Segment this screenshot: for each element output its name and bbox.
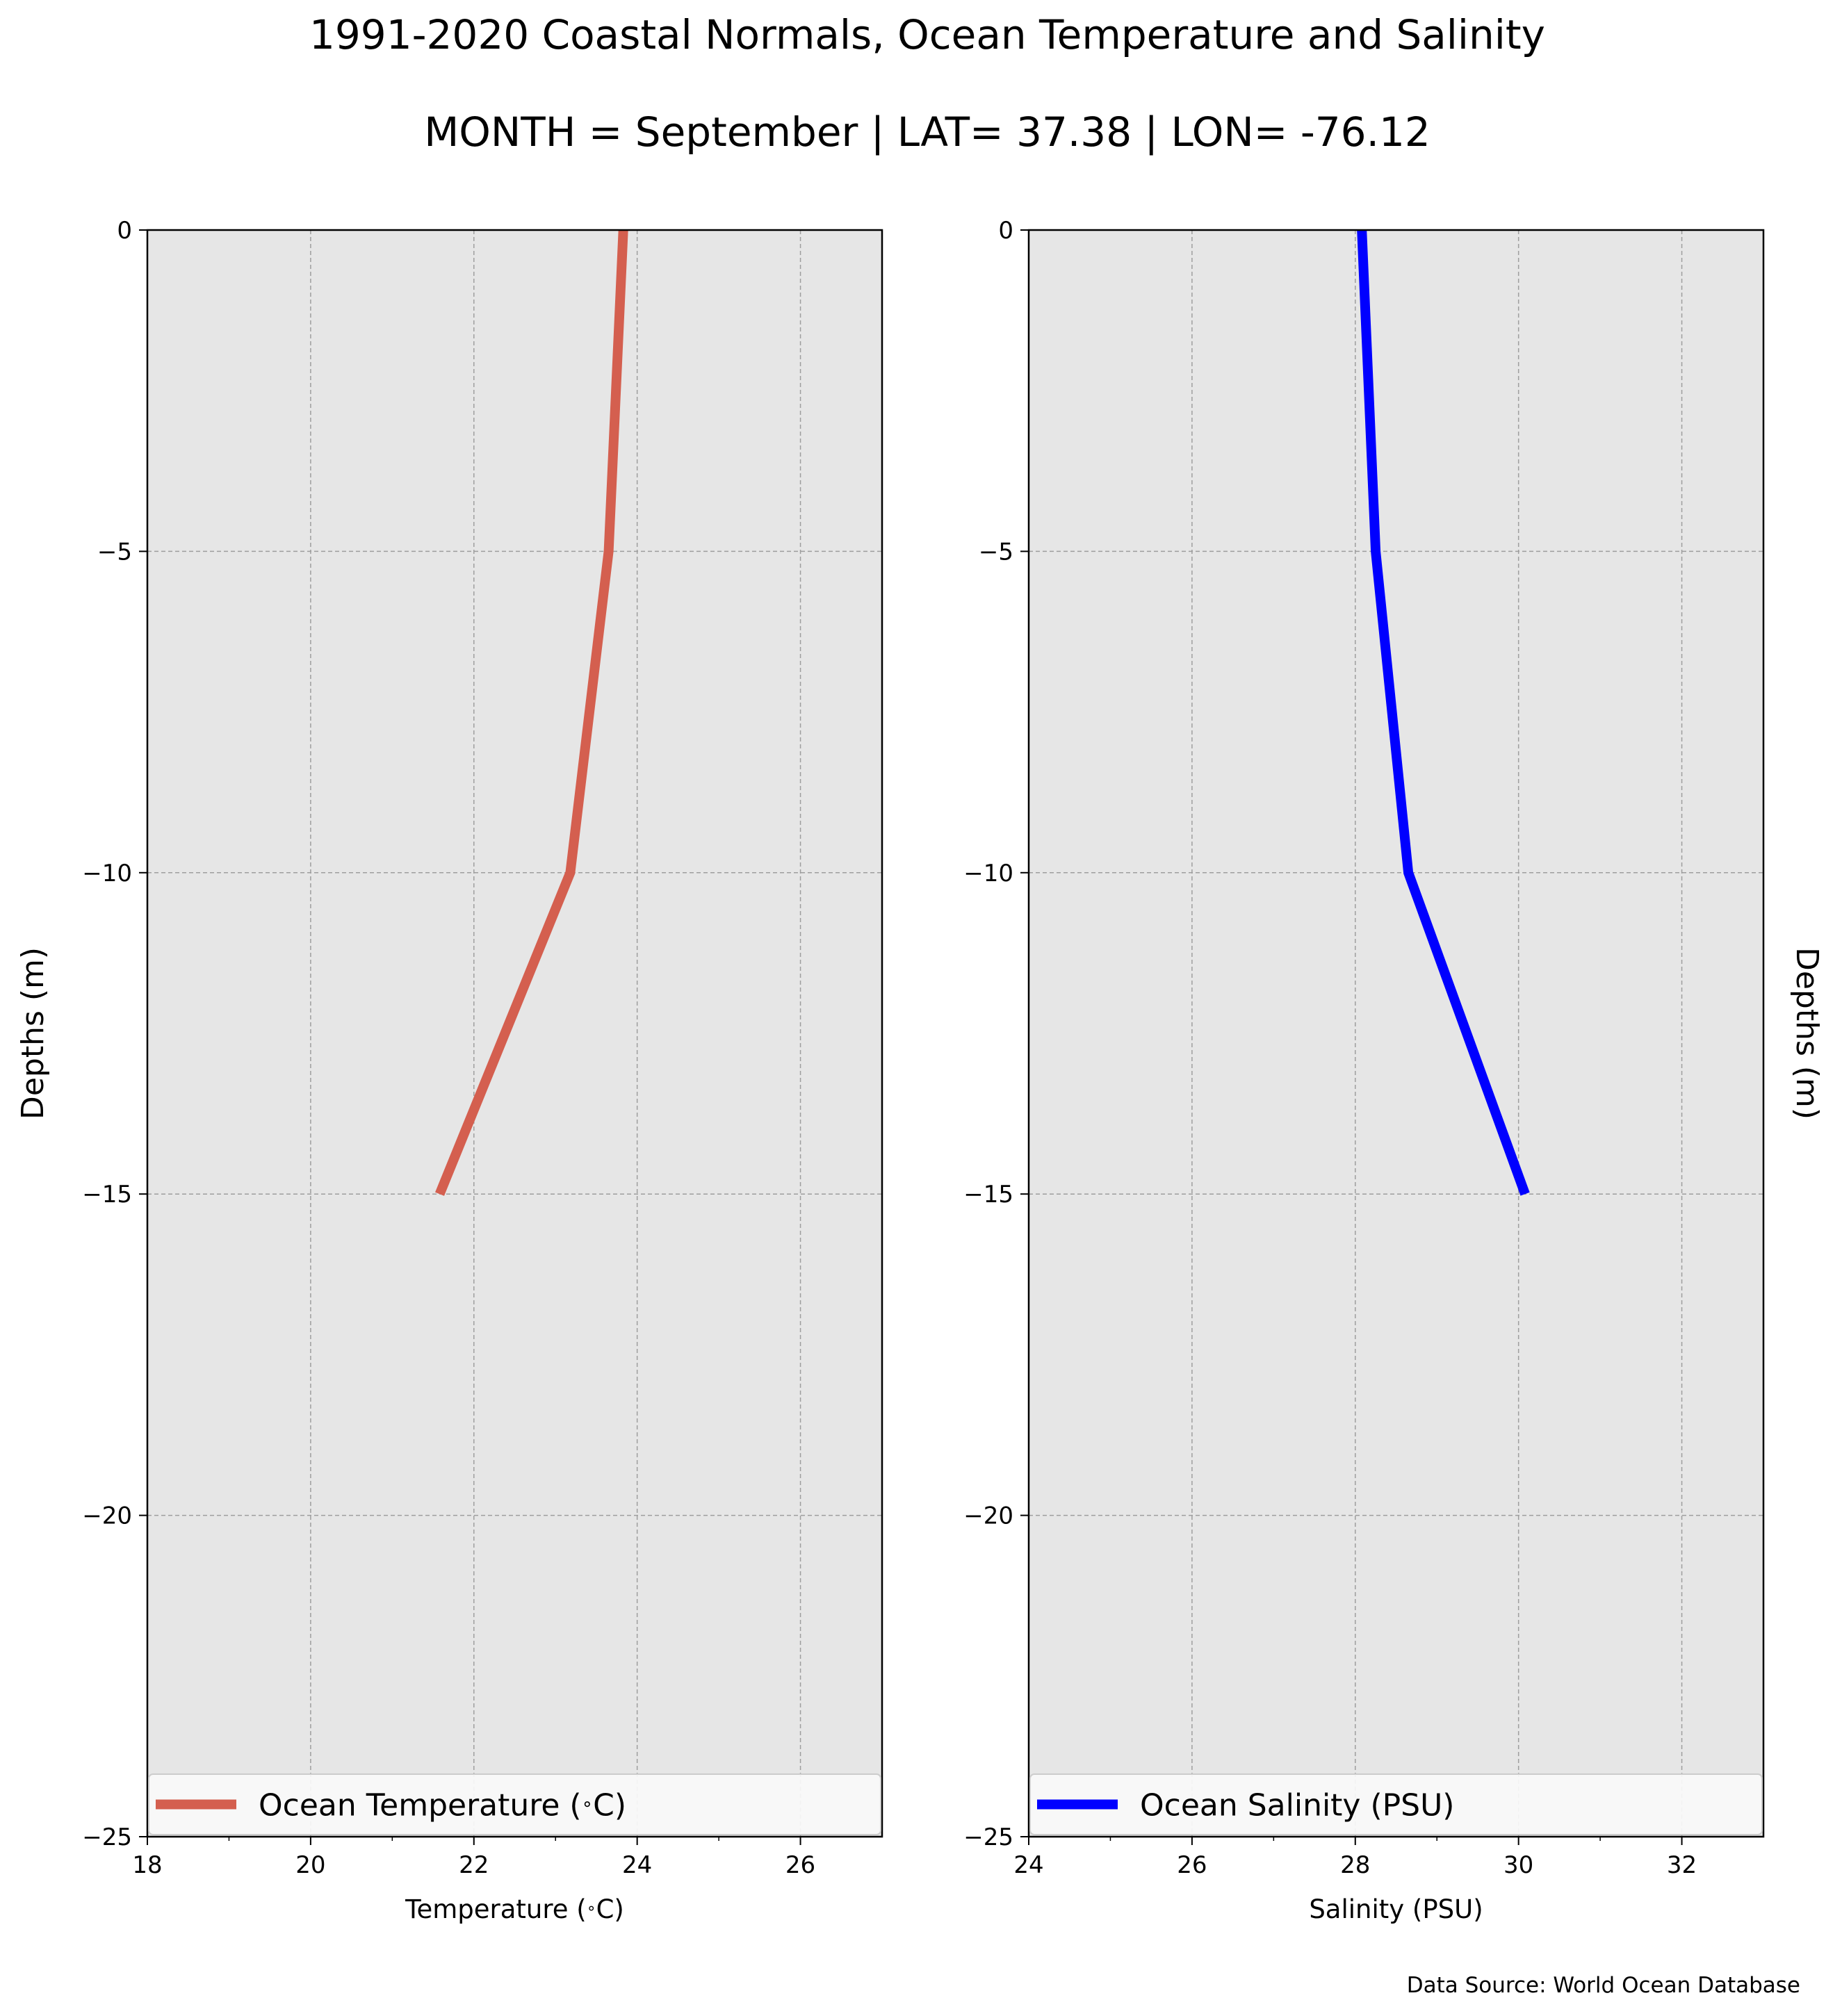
y-tick-label: −5 bbox=[979, 538, 1013, 566]
y-tick-label: −15 bbox=[82, 1181, 132, 1208]
figure-title: 1991-2020 Coastal Normals, Ocean Tempera… bbox=[309, 11, 1545, 58]
plot-area bbox=[1029, 230, 1763, 1837]
x-tick-label: 26 bbox=[785, 1851, 815, 1879]
legend-box bbox=[1029, 1773, 1763, 1835]
legend-box bbox=[148, 1773, 881, 1835]
y-tick-label: −20 bbox=[963, 1502, 1013, 1530]
y-tick-label: 0 bbox=[117, 217, 132, 245]
plot-area bbox=[147, 230, 882, 1837]
y-tick-label: −5 bbox=[97, 538, 132, 566]
y-tick-label: −10 bbox=[82, 860, 132, 887]
legend-label: Ocean Salinity (PSU) bbox=[1140, 1788, 1454, 1824]
x-tick-label: 18 bbox=[132, 1851, 162, 1879]
axes-frame bbox=[1027, 229, 1765, 1838]
salinity-panel: 24 26 28 30 32 0 −5 −10 −15 −20 −25 Salinity (PSU) D… bbox=[963, 217, 1825, 1924]
x-tick-label: 26 bbox=[1177, 1851, 1207, 1879]
y-tick-label: −20 bbox=[82, 1502, 132, 1530]
figure-subtitle: MONTH = September | LAT= 37.38 | LON= -7… bbox=[424, 108, 1431, 156]
x-axis-label: Temperature (∘C) bbox=[405, 1894, 624, 1924]
y-axis-label: Depths (m) bbox=[1789, 947, 1825, 1120]
x-tick-label: 22 bbox=[459, 1851, 489, 1879]
y-tick-label: −10 bbox=[963, 860, 1013, 887]
temperature-panel: 18 20 22 24 26 0 −5 −10 −15 −20 −25 Temperature (∘C… bbox=[15, 217, 883, 1924]
x-tick-label: 24 bbox=[1013, 1851, 1043, 1879]
y-tick-label: −25 bbox=[963, 1824, 1013, 1851]
x-tick-label: 20 bbox=[295, 1851, 325, 1879]
data-source-note: Data Source: World Ocean Database bbox=[1407, 1973, 1800, 1998]
x-axis-label: Salinity (PSU) bbox=[1309, 1894, 1483, 1924]
y-tick-label: −15 bbox=[963, 1181, 1013, 1208]
x-tick-label: 32 bbox=[1667, 1851, 1697, 1879]
y-axis-label: Depths (m) bbox=[15, 947, 51, 1120]
series-line-0 bbox=[1357, 229, 1530, 1196]
x-tick-label: 24 bbox=[622, 1851, 652, 1879]
legend-label: Ocean Temperature (∘C) bbox=[259, 1788, 626, 1824]
series-line-0 bbox=[435, 229, 628, 1196]
y-tick-label: 0 bbox=[998, 217, 1013, 245]
y-tick-label: −25 bbox=[82, 1824, 132, 1851]
axes-frame bbox=[146, 229, 883, 1838]
x-tick-label: 28 bbox=[1340, 1851, 1370, 1879]
x-tick-label: 30 bbox=[1503, 1851, 1533, 1879]
